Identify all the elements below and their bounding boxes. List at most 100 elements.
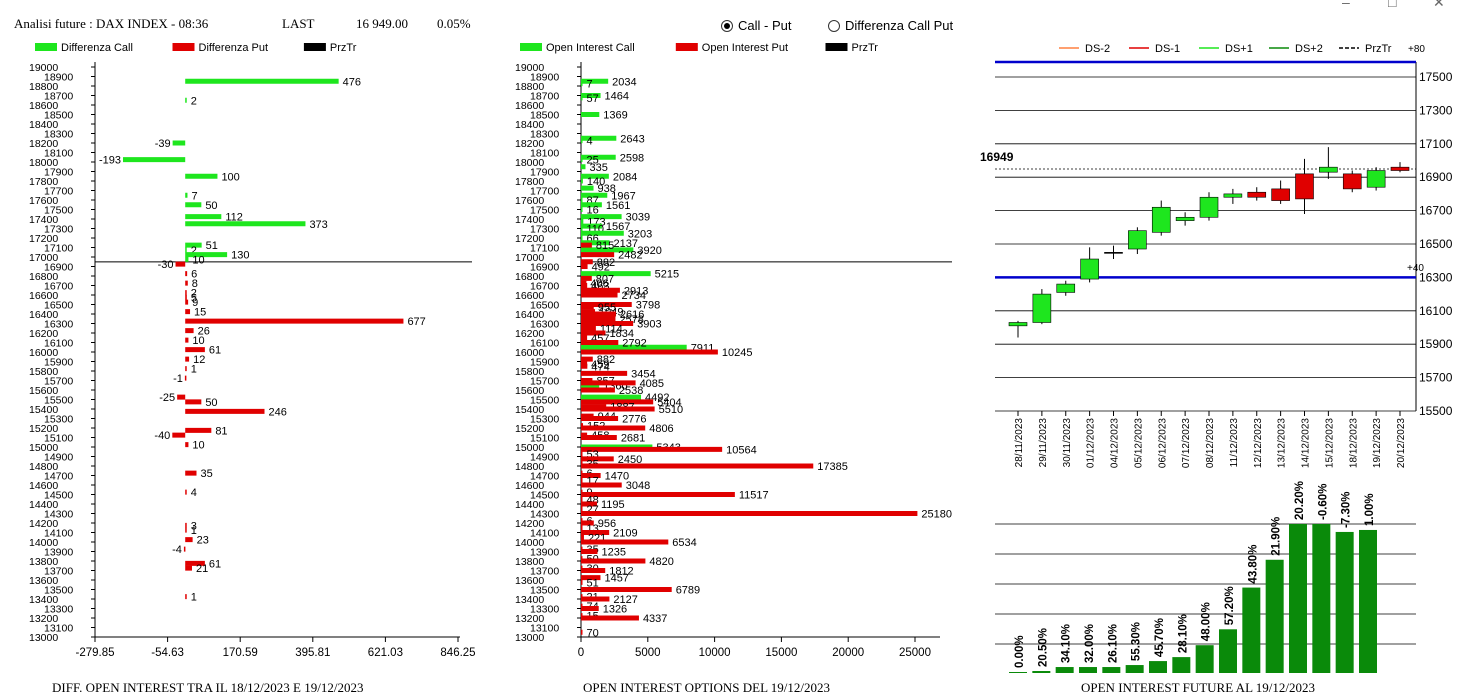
p2-put-bar-label: 2913 [624,285,648,297]
p2-put-bar [581,511,918,516]
p1-put-bar [185,290,187,296]
p1-strike-label: 18600 [29,100,58,112]
p1-strike-label: 18700 [44,91,73,103]
p2-x-tick-label: 10000 [699,647,731,659]
p1-call-bar [185,78,339,84]
p2-call-bar [581,247,634,253]
p2-put-bar-label: 5510 [659,404,683,416]
p2-call-bar-label: 1967 [611,190,635,202]
fut-bar [1242,587,1261,673]
maximize-icon[interactable]: □ [1388,0,1397,10]
p2-call-bar [581,394,642,400]
p2-strike-label: 13900 [530,547,559,559]
p1-put-bar [184,375,187,381]
p1-put-bar-label: 2 [191,288,197,300]
last-value: 16 949.00 [356,16,408,31]
p1-put-bar-label: 1 [191,364,197,376]
candle-y-label: 16300 [1419,270,1453,284]
radio-differenza[interactable]: Differenza Call Put [828,18,953,33]
p1-put-bar [185,560,205,566]
p2-put-bar [581,370,628,376]
radio-call-put[interactable]: Call - Put [721,18,791,33]
p2-put-bar-label: 2681 [621,433,645,445]
p2-strike-label: 13000 [515,632,544,644]
p2-call-bar [581,95,583,101]
p1-strike-label: 13700 [44,566,73,578]
p1-strike-label: 14200 [29,518,58,530]
p2-call-bar-label: 16 [587,205,599,217]
p1-strike-label: 15300 [44,414,73,426]
p2-strike-label: 17900 [530,167,559,179]
minimize-icon[interactable]: – [1342,0,1350,10]
p2-put-bar-label: 4085 [640,378,664,390]
p2-put-bar-label: 6789 [676,585,700,597]
p2-call-bar [581,223,602,229]
p1-x-tick-label: 395.81 [295,647,330,659]
p1-put-bar [185,309,191,315]
p2-strike-label: 16200 [515,328,544,340]
fut-bar [1055,667,1074,673]
p2-put-bar [581,340,619,345]
p2-put-bar [581,321,634,326]
p2-call-bar-label: 7 [587,79,593,91]
p1-strike-label: 17000 [29,252,58,264]
p2-put-bar [581,606,599,611]
p1-put-bar-label: -25 [159,392,175,404]
p2-call-bar [581,78,609,84]
p2-strike-label: 15400 [515,404,544,416]
p2-put-bar-label: 25180 [921,509,952,521]
p1-strike-label: 16700 [44,281,73,293]
p1-strike-label: 15700 [44,376,73,388]
p2-put-bar [581,363,588,369]
p2-put-bar [581,316,616,322]
p2-put-bar-label: 807 [596,273,614,285]
fut-bar [1172,657,1191,673]
p2-strike-label: 18800 [515,81,544,93]
radio-empty-icon [828,19,840,32]
p2-strike-label: 14700 [530,471,559,483]
p1-put-bar-label: -1 [173,373,183,385]
p2-strike-label: 18200 [515,138,544,150]
p2-call-bar-label: 57 [587,93,599,105]
p1-call-bar [185,173,218,179]
p2-strike-label: 13600 [515,575,544,587]
p1-call-bar [185,192,188,198]
p2-put-bar [581,380,636,386]
p1-strike-label: 16400 [29,309,58,321]
p1-strike-label: 18500 [44,110,73,122]
p2-call-bar [581,135,617,141]
p1-put-bar-label: 50 [205,397,217,409]
p1-put-bar-label: 8 [192,278,198,290]
p1-put-bar [185,356,190,362]
p2-put-bar [581,477,583,483]
p2-put-bar [581,292,618,298]
radio-selected-icon [721,19,733,32]
p1-strike-label: 13000 [29,632,58,644]
legend-swatch-2 [825,43,848,51]
p2-strike-label: 18900 [530,72,559,84]
p2-call-bar [581,138,583,144]
p2-strike-label: 15000 [515,442,544,454]
p2-put-bar-label: 2734 [622,290,646,302]
fut-bar [1032,671,1051,673]
p2-put-bar [581,287,620,293]
p2-put-bar [581,252,615,258]
p2-put-bar-label: 1114 [600,323,623,335]
legend-label-0: Open Interest Call [546,42,635,54]
candle-body [1390,166,1410,171]
p2-call-bar-label: 1561 [606,200,630,212]
p1-strike-label: 14900 [44,452,73,464]
p2-call-bar-label: 1567 [606,221,630,233]
p1-strike-label: 15200 [29,423,58,435]
candle-legend-label-3: DS+2 [1295,43,1323,55]
p2-call-bar [581,154,616,160]
p2-strike-label: 15200 [515,423,544,435]
candle-date-label: 14/12/2023 [1301,418,1312,468]
candle-date-label: 05/12/2023 [1133,418,1144,468]
close-icon[interactable]: ✕ [1433,0,1445,10]
p1-put-bar-label: 4 [191,487,197,499]
candle-date-label: 08/12/2023 [1205,418,1216,468]
p2-put-bar-label: 474 [591,361,609,373]
candle-legend-label-1: DS-1 [1155,43,1180,55]
